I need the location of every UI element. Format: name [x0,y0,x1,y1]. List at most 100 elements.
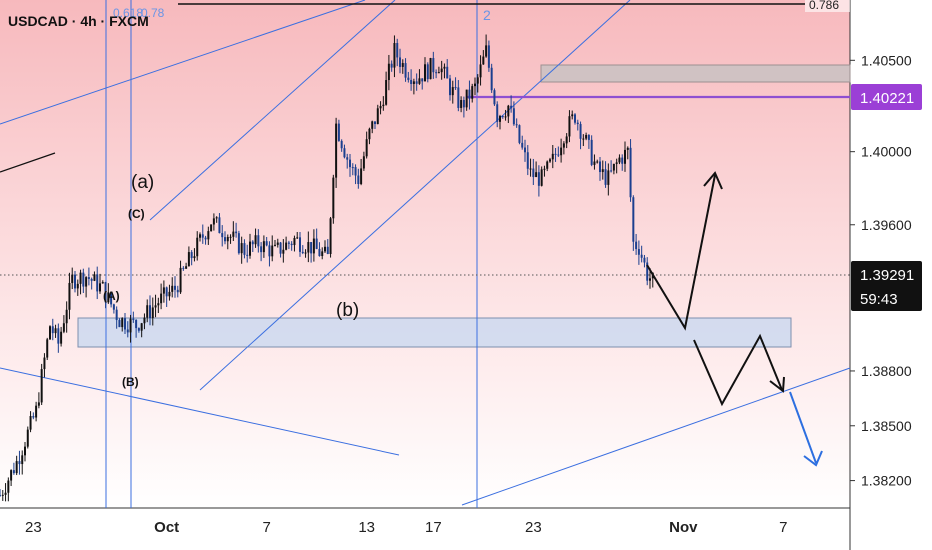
candle-body [476,77,479,84]
price-axis[interactable]: 1.40500 1.40000 1.39600 1.38800 1.38500 1.382… [850,52,912,489]
candle-body [68,282,71,310]
x-tick-label: 7 [779,519,787,536]
candle-body [599,161,601,173]
candle-body [479,64,482,78]
candle-body [560,147,563,156]
blue-projection-arrow[interactable] [789,391,817,464]
candle-body [157,303,160,306]
candle-body [549,159,551,162]
candle-body [121,318,124,328]
candle-body [37,402,40,406]
candle-body [265,241,268,246]
upper-channel-line[interactable] [149,0,396,221]
candle-body [326,246,329,255]
candle-body [351,167,354,169]
candle-body [82,272,85,287]
candle-body [249,241,251,256]
candle-body [174,285,176,290]
support-trendline[interactable] [461,367,851,506]
projection-path-up[interactable] [646,174,716,331]
candle-body [621,157,624,164]
fib-label-vertical: 2 [483,7,491,23]
fib-level-label: 0.786 [809,0,839,12]
candle-body [587,135,590,140]
candle-body [396,43,399,58]
wave-label-b: (B) [122,375,139,389]
fan-line[interactable] [0,0,366,125]
candle-body [282,249,285,254]
supply-zone[interactable] [540,64,851,83]
projection-layer [646,171,823,467]
candle-body [376,108,379,125]
time-axis-panel [0,508,850,550]
candle-body [199,234,201,238]
candle-body [518,125,521,143]
candle-body [57,328,60,344]
arrowhead-up [703,171,723,190]
candle-body [610,170,613,172]
x-tick-label: 13 [358,519,375,536]
candle-body [399,57,401,67]
candle-body [196,237,199,257]
channel-line[interactable] [199,0,631,391]
candle-body [532,168,535,178]
candle-body [187,252,190,267]
candle-body [582,138,585,140]
candle-body [168,291,171,297]
candle-body [271,245,274,257]
candle-body [76,283,79,289]
candle-body [551,153,554,160]
candle-body [424,64,426,82]
candle-body [349,159,351,168]
candle-body [237,233,240,254]
candle-body [465,89,468,108]
lower-trendline[interactable] [0,367,400,456]
projection-path-down[interactable] [693,333,783,407]
candle-body [646,262,649,281]
zones-layer [77,64,851,348]
candle-body [487,45,490,68]
candle-body [235,231,238,234]
y-tick-label: 1.39600 [861,217,912,233]
candle-body [221,233,224,238]
candle-body [132,318,135,320]
candle-body [35,405,38,418]
trendlines-layer [0,0,851,508]
candle-body [218,217,221,234]
candle-body [390,63,393,68]
candle-body [324,246,326,252]
candle-body [160,293,163,304]
demand-zone[interactable] [77,317,792,348]
candle-body [629,147,632,198]
candle-body [215,217,218,219]
candle-body [457,87,460,108]
candle-body [468,89,471,99]
candle-body [585,135,588,139]
candle-body [385,80,388,105]
candle-body [146,305,149,318]
blue-arrowhead [803,450,823,467]
candle-body [246,254,249,256]
candle-body [604,169,607,185]
candle-body [124,318,126,330]
current-price-tag-bg [851,261,922,311]
y-tick-label: 1.38800 [861,363,912,379]
x-tick-label: 7 [262,519,270,536]
candle-body [251,241,254,245]
candle-body [526,152,529,169]
candle-body [87,277,90,279]
candle-body [276,242,279,245]
short-trendline[interactable] [0,152,56,173]
resistance-tag-bg [851,84,922,110]
candle-body [529,168,532,170]
resistance-tag-text: 1.40221 [860,90,914,107]
wave-label-b-small: (b) [336,300,359,321]
candle-body [54,328,57,334]
x-tick-label: 17 [425,519,442,536]
candle-body [576,122,579,125]
candle-body [524,147,526,153]
time-axis[interactable]: 23 Oct 7 13 17 23 Nov 7 [25,519,788,536]
current-price-tag: 1.39291 59:43 [851,261,922,311]
